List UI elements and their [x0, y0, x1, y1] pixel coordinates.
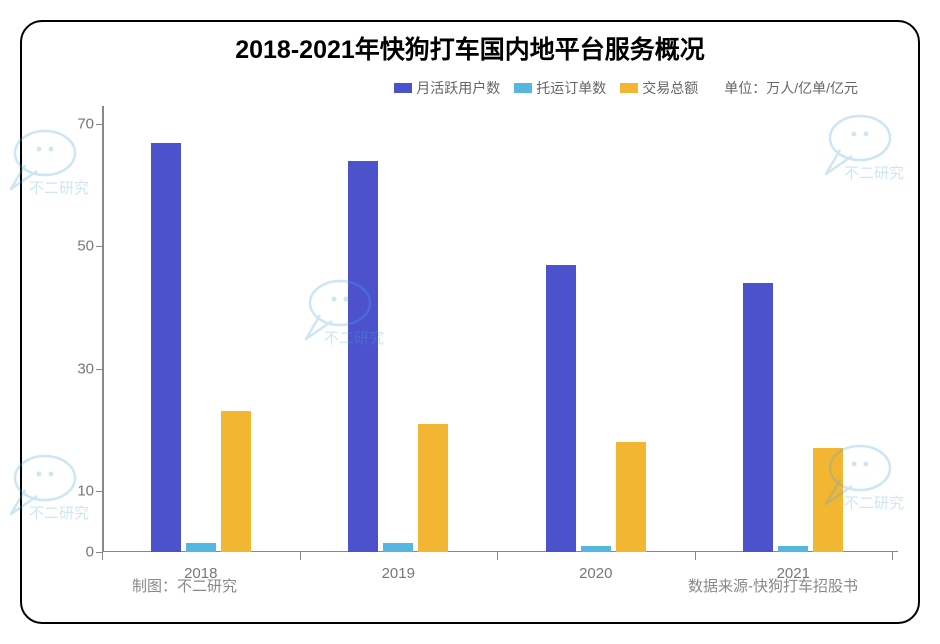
bar [813, 448, 843, 552]
legend-label: 托运订单数 [536, 78, 606, 98]
unit-label: 单位：万人/亿单/亿元 [724, 78, 858, 98]
x-tick [102, 552, 103, 560]
legend-label: 月活跃用户数 [416, 78, 500, 98]
y-tick-label: 10 [62, 482, 94, 499]
chart-title: 2018-2021年快狗打车国内地平台服务概况 [22, 30, 918, 66]
x-tick [695, 552, 696, 560]
y-tick [96, 369, 102, 370]
bar [743, 283, 773, 552]
legend-item: 月活跃用户数 [394, 78, 500, 98]
bar [383, 543, 413, 552]
y-tick [96, 124, 102, 125]
y-tick-label: 0 [62, 544, 94, 561]
bar [418, 424, 448, 552]
legend-item: 托运订单数 [514, 78, 606, 98]
bar [348, 161, 378, 552]
x-tick-label: 2020 [579, 565, 612, 582]
legend-swatch [514, 83, 532, 93]
legend: 月活跃用户数 托运订单数 交易总额 单位：万人/亿单/亿元 [394, 78, 858, 98]
y-axis [102, 106, 104, 552]
svg-text:不二研究: 不二研究 [29, 180, 89, 197]
watermark: 不二研究 [7, 127, 107, 199]
bar [546, 265, 576, 552]
bar [616, 442, 646, 552]
plot-area: 0103050702018201920202021 [102, 112, 892, 552]
bar [221, 411, 251, 552]
legend-item: 交易总额 [620, 78, 698, 98]
legend-label: 交易总额 [642, 78, 698, 98]
y-tick-label: 50 [62, 238, 94, 255]
svg-text:不二研究: 不二研究 [29, 505, 89, 522]
footer-credit: 制图：不二研究 [132, 575, 237, 596]
x-tick-label: 2019 [382, 565, 415, 582]
y-tick-label: 30 [62, 360, 94, 377]
chart-frame: 2018-2021年快狗打车国内地平台服务概况 月活跃用户数 托运订单数 交易总… [20, 20, 920, 624]
legend-swatch [620, 83, 638, 93]
y-tick [96, 246, 102, 247]
footer-source: 数据来源-快狗打车招股书 [688, 575, 858, 596]
x-tick [892, 552, 893, 560]
legend-swatch [394, 83, 412, 93]
y-tick [96, 491, 102, 492]
x-tick [497, 552, 498, 560]
x-tick [300, 552, 301, 560]
y-tick-label: 70 [62, 116, 94, 133]
bar [186, 543, 216, 552]
bar [778, 546, 808, 552]
bar [581, 546, 611, 552]
bar [151, 143, 181, 552]
